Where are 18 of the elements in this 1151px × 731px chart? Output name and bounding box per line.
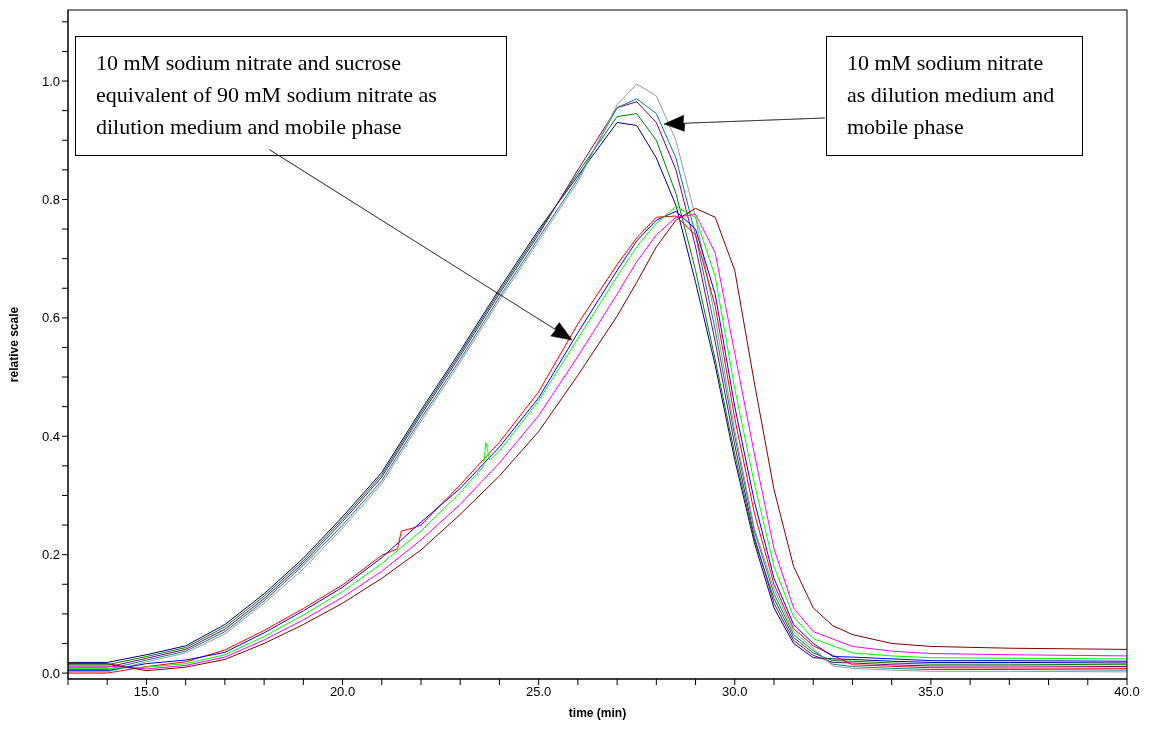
y-tick-label: 0.8 <box>41 192 60 208</box>
y-tick-label: 0.0 <box>41 665 60 681</box>
y-tick-label: 0.6 <box>41 310 60 326</box>
x-axis-title: time (min) <box>568 706 627 720</box>
x-tick-label: 35.0 <box>918 684 944 700</box>
y-axis-title: relative scale <box>7 306 22 383</box>
x-tick-label: 30.0 <box>722 684 748 700</box>
y-tick-label: 0.4 <box>41 428 60 444</box>
note-frame: 10 mM sodium nitrate and sucrose equivalent of 90 mM sodium nitrate as dilution medium and mobile phase <box>75 36 507 156</box>
x-tick-label: 15.0 <box>133 684 160 700</box>
annotation: 10 mM sodium nitrate as dilution medium and mobile phase <box>847 49 1056 141</box>
y-tick-label: 1.0 <box>41 73 60 89</box>
annotation: 10 mM sodium nitrate and sucrose equivalent of 90 mM sodium nitrate as dilution medium and mobile phase <box>96 49 438 141</box>
x-tick-label: 25.0 <box>526 684 552 700</box>
x-tick-label: 40.0 <box>1114 684 1140 700</box>
note-frame: 10 mM sodium nitrate as dilution medium and mobile phase <box>826 36 1083 156</box>
y-tick-label: 0.2 <box>41 547 60 563</box>
x-tick-label: 20.0 <box>329 684 356 700</box>
